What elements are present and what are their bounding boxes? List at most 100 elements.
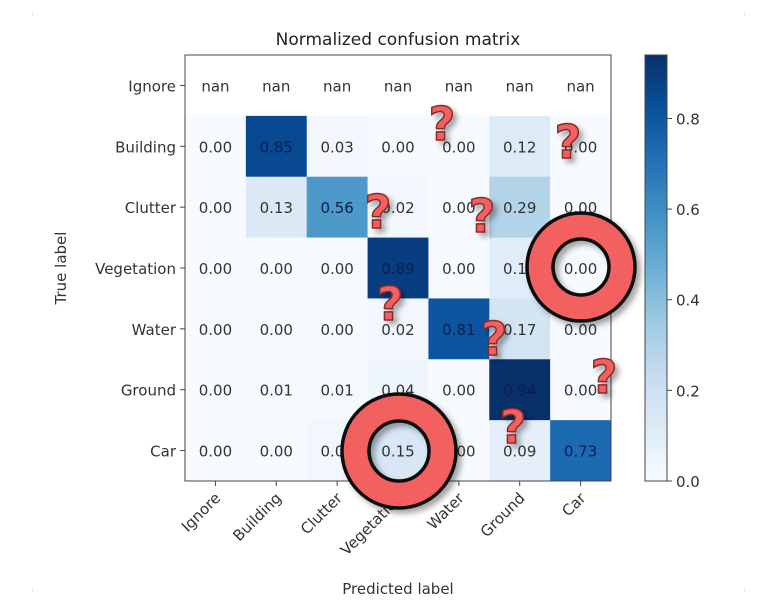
heatmap-cell [306,298,369,360]
heatmap-cell [245,55,308,117]
cell-value-label: 0.00 [564,321,597,339]
heatmap-cell [489,176,551,239]
heatmap-cell [550,420,612,482]
x-tick-label: Ignore [178,489,224,535]
cell-value-label: 0.94 [503,382,536,400]
corner-mark [32,14,33,15]
cell-value-label: 0.09 [503,443,536,461]
cell-value-label: 0.00 [199,199,232,217]
cell-value-label: 0.13 [260,199,293,217]
cell-value-label: 0.00 [199,138,232,156]
question-mark-icon: ? [365,185,392,239]
cell-value-label: 0.00 [442,260,475,278]
cell-value-label: 0.56 [320,199,353,217]
y-tick-label: Water [132,321,177,339]
ring-highlight-icon [525,211,637,323]
heatmap-cell [245,420,308,482]
heatmap-cell [245,115,308,178]
x-axis-label: Predicted label [342,580,453,598]
heatmap-cell [185,115,247,178]
heatmap-cell [306,237,369,299]
y-tick-label: Clutter [125,199,177,217]
heatmap-cell [185,176,247,239]
heatmap-cell [550,115,612,178]
cell-value-label: 0.02 [381,321,414,339]
question-mark-icon: ? [429,97,456,151]
colorbar-tick-label: 0.2 [676,382,700,400]
cell-value-label: 0.00 [320,321,353,339]
x-tick-label: Car [558,489,590,521]
cell-value-label: 0.01 [260,382,293,400]
cell-value-label: 0.00 [260,260,293,278]
cell-value-label: 0.81 [442,321,475,339]
x-tick-label: Building [229,489,285,545]
y-tick-label: Ground [121,382,176,400]
heatmap-cell [367,176,429,239]
heatmap-cell [428,176,490,239]
heatmap-cell [245,176,308,239]
cell-value-label: 0.00 [260,443,293,461]
cell-value-labels: nan nan nan nan nan nan nan 0.00 0.85 0.03 0.00 0.0… [199,77,598,460]
question-mark-icon: ? [377,277,404,331]
y-tick-label: Vegetation [95,260,176,278]
cell-value-label: 0.15 [381,443,414,461]
cell-value-label: 0.00 [442,199,475,217]
cell-value-label: 0.00 [260,321,293,339]
heatmap-cell [550,359,612,421]
heatmap-cell [306,176,369,239]
heatmap-cell [367,115,429,178]
heatmap-cell [185,420,247,482]
heatmap-cell [489,420,551,482]
heatmap-cell [367,55,429,117]
heatmap-cell [489,55,551,117]
cell-value-label: nan [566,77,594,95]
cell-value-label: nan [506,77,534,95]
cell-value-label: nan [384,77,412,95]
heatmap-cell [306,115,369,178]
x-tick-label: Clutter [297,489,347,539]
cell-value-label: 0.00 [199,260,232,278]
cell-value-label: nan [262,77,290,95]
cell-value-label: 0.12 [503,138,536,156]
colorbar-tick-label: 0.4 [676,292,700,310]
cell-value-label: 0.89 [381,260,414,278]
y-axis-label: True label [52,232,70,306]
corner-mark [744,14,745,15]
corner-mark [744,590,745,591]
cell-value-label: nan [323,77,351,95]
colorbar [644,54,668,482]
question-mark-icon: ? [481,312,508,366]
question-mark-icon: ? [555,115,582,169]
cell-value-label: 0.00 [320,260,353,278]
cell-value-label: 0.29 [503,199,536,217]
colorbar-ticks: 0.0 0.2 0.4 0.6 0.8 [667,110,700,491]
heatmap-cell [367,237,429,299]
x-tick-label: Ground [477,489,529,541]
heatmap-cell [185,55,247,117]
cell-value-label: 0.00 [199,321,232,339]
cell-value-label: 0.00 [381,138,414,156]
question-mark-icon: ? [469,189,496,243]
cell-value-label: 0.01 [320,382,353,400]
heatmap-cell [185,298,247,360]
heatmap-cell [306,55,369,117]
heatmap-cell [489,359,551,421]
heatmap-cell [428,115,490,178]
heatmap-cell [489,298,551,360]
cell-value-label: 0.00 [442,138,475,156]
heatmap-cell [185,237,247,299]
heatmap-cell [489,115,551,178]
heatmap-cell [245,237,308,299]
colorbar-tick-label: 0.8 [676,110,700,128]
chart-title: Normalized confusion matrix [276,30,521,50]
cell-value-label: nan [201,77,229,95]
cell-value-label: 0.03 [320,138,353,156]
y-tick-label: Building [115,138,176,156]
cell-value-label: 0.00 [199,382,232,400]
annotation-stickers: ???????? [340,96,637,510]
corner-mark [32,590,33,591]
heatmap-cell [245,298,308,360]
heatmap-cell [428,298,490,360]
cell-value-label: 0.73 [564,443,597,461]
